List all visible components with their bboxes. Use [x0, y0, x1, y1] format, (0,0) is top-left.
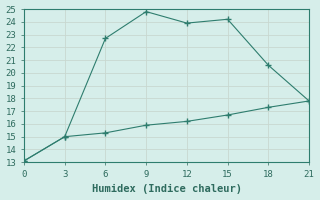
X-axis label: Humidex (Indice chaleur): Humidex (Indice chaleur)	[92, 184, 242, 194]
